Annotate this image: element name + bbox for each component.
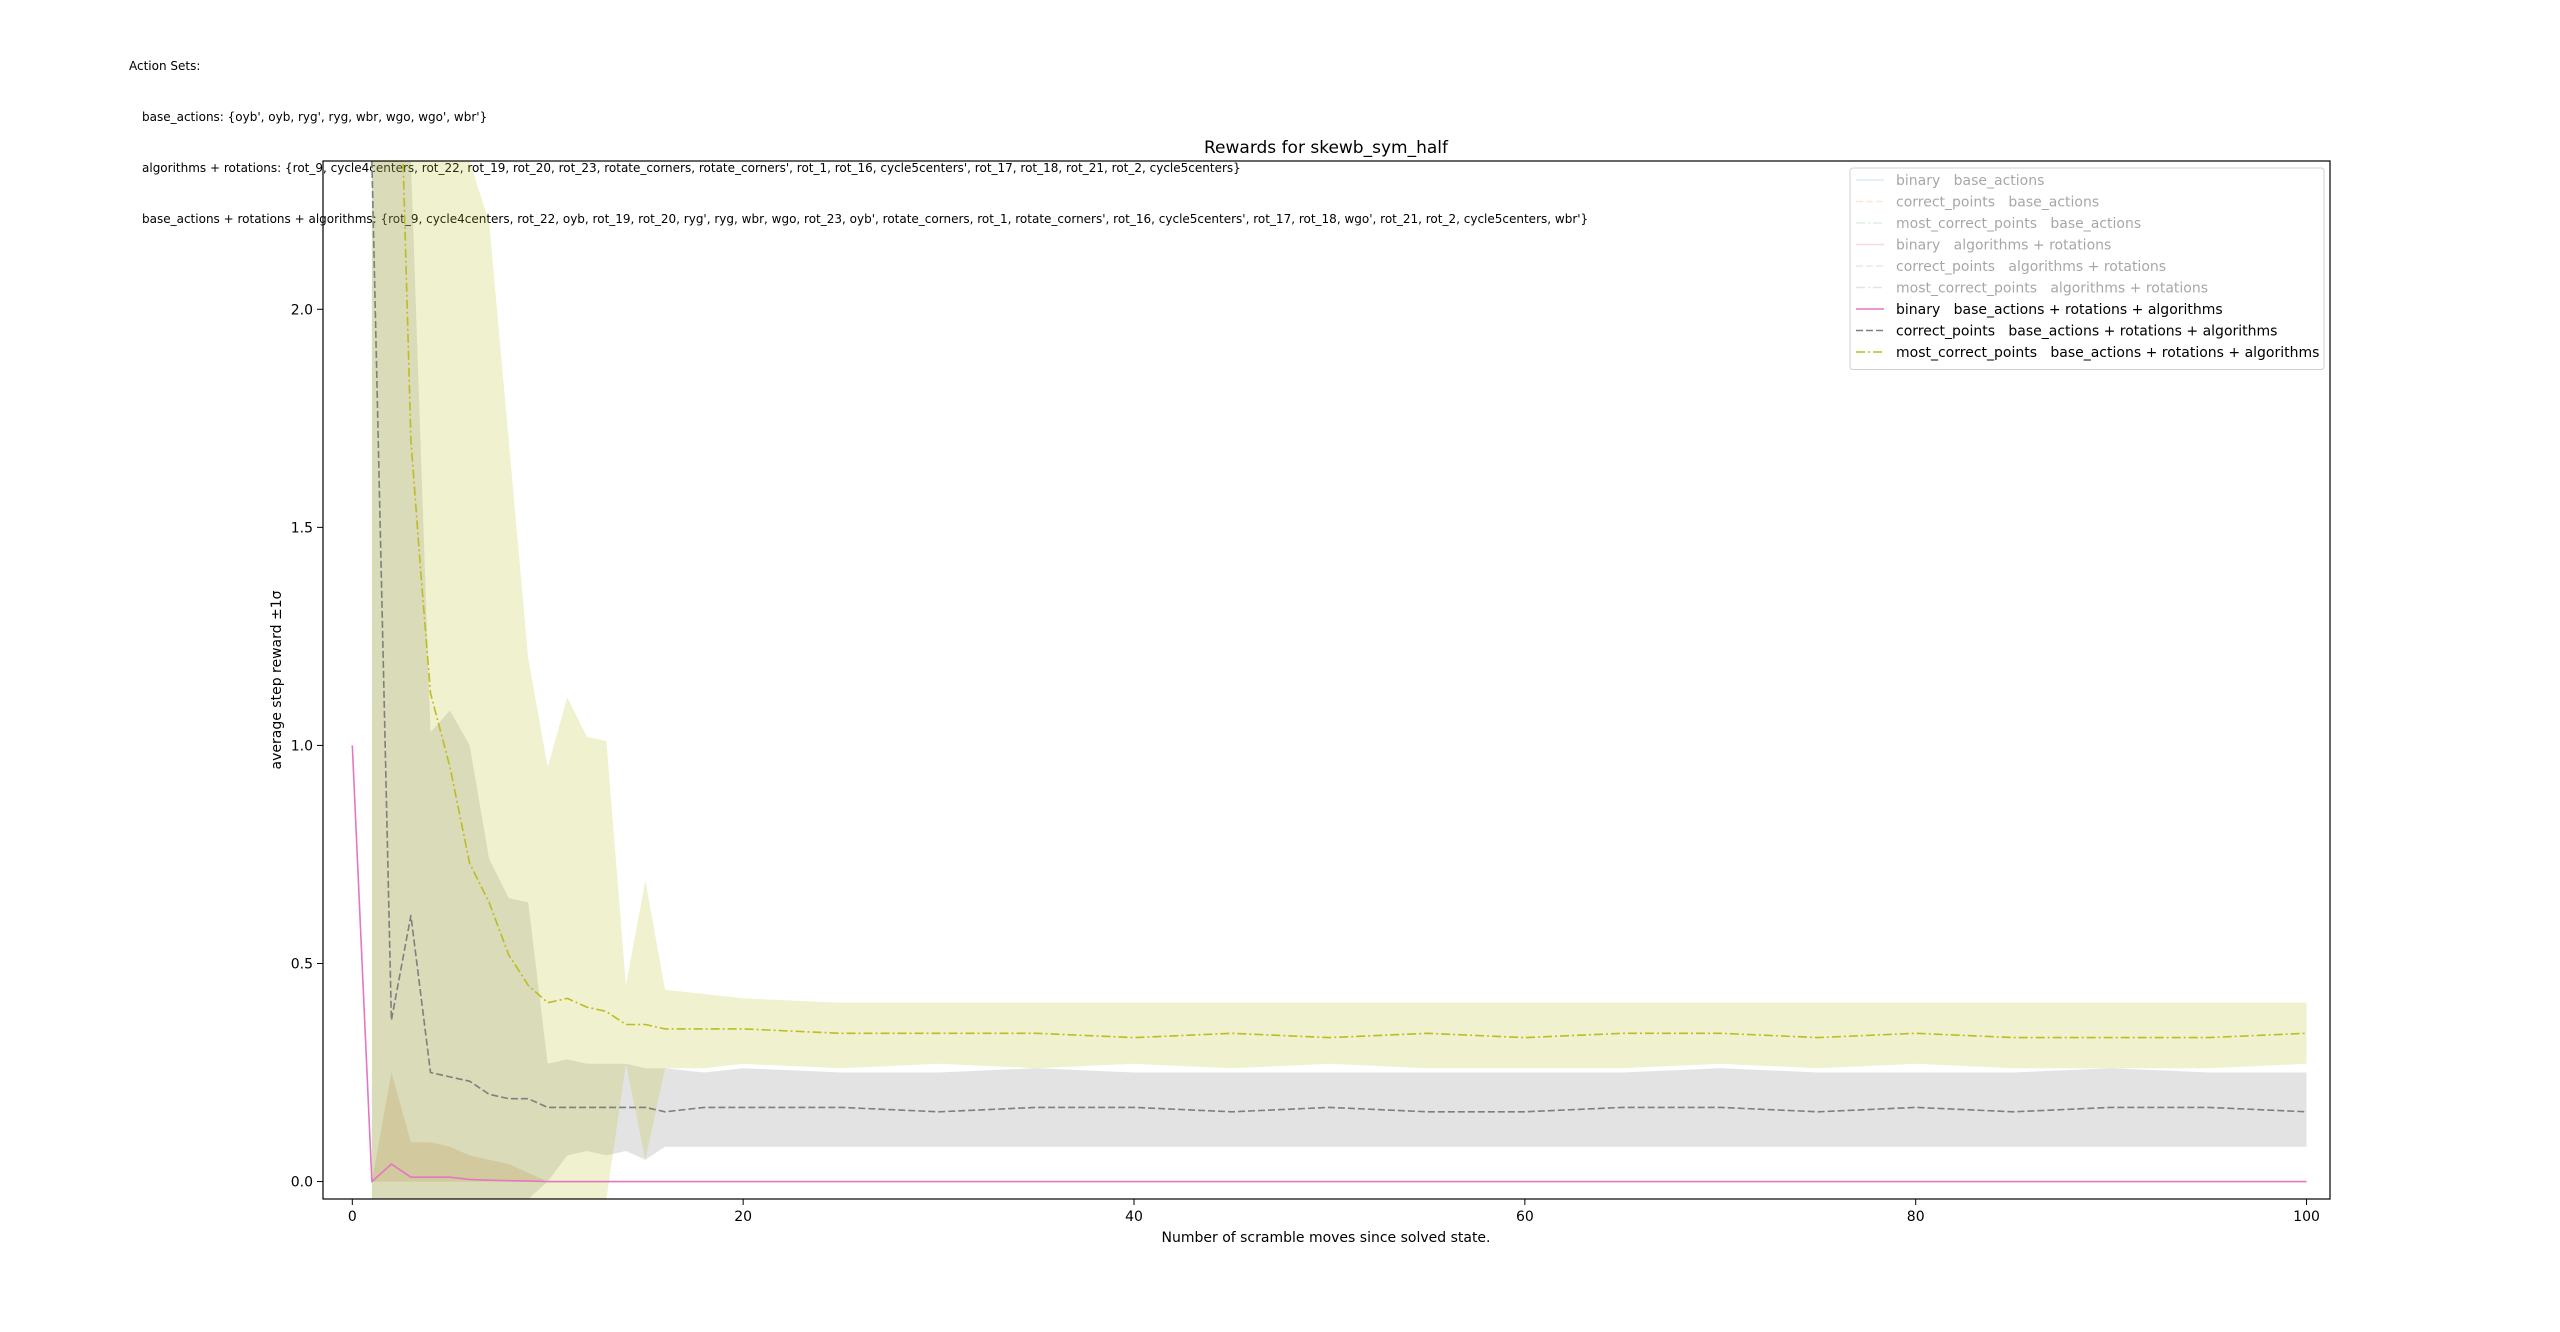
legend-entry: correct_points algorithms + rotations [1856,259,2166,275]
legend-label: correct_points algorithms + rotations [1896,259,2166,275]
std-bands [352,161,2307,1199]
y-tick-label: 1.5 [291,520,313,536]
action-sets-title: Action Sets: [129,59,201,73]
legend-entry: correct_points base_actions [1856,195,2099,211]
series-lines [351,161,2307,1183]
x-tick-label: 0 [348,1209,357,1225]
y-axis: 0.0 0.5 1.0 1.5 2.0 [291,302,323,1191]
series-line-8 [371,161,2307,1039]
legend: binary base_actions correct_points base_a… [1849,167,2325,370]
legend-label: binary algorithms + rotations [1896,238,2111,254]
x-tick-label: 40 [1125,1209,1143,1225]
legend-entry: binary algorithms + rotations [1856,238,2111,254]
y-tick-label: 0.5 [291,956,313,972]
legend-box [1849,167,2325,370]
legend-label: correct_points base_actions [1896,195,2099,211]
legend-entry: binary base_actions + rotations + algori… [1856,302,2223,318]
plot-frame [322,160,2331,1200]
action-set-line-algorithms: algorithms + rotations: {rot_9, cycle4ce… [142,161,1241,175]
legend-label: binary base_actions + rotations + algori… [1896,302,2223,318]
legend-label: most_correct_points base_actions [1896,216,2141,232]
action-set-line-combined: base_actions + rotations + algorithms: {… [142,212,1589,226]
x-tick-label: 100 [2293,1209,2320,1225]
legend-entry: most_correct_points algorithms + rotatio… [1856,281,2208,297]
legend-label: correct_points base_actions + rotations … [1896,324,2277,340]
legend-entry: most_correct_points base_actions [1856,216,2141,232]
y-tick-label: 2.0 [291,302,313,318]
legend-label: binary base_actions [1896,173,2044,189]
legend-label: most_correct_points algorithms + rotatio… [1896,281,2208,297]
x-tick-label: 80 [1907,1209,1925,1225]
y-tick-label: 0.0 [291,1175,313,1191]
series-line-7 [371,161,2307,1113]
legend-entry: correct_points base_actions + rotations … [1856,324,2277,340]
x-axis-label: Number of scramble moves since solved st… [1162,1230,1491,1246]
action-set-line-base: base_actions: {oyb', oyb, ryg', ryg, wbr… [142,110,488,124]
legend-label: most_correct_points base_actions + rotat… [1896,345,2319,361]
x-tick-label: 60 [1516,1209,1534,1225]
legend-entry: binary base_actions [1856,173,2044,189]
chart-title: Rewards for skewb_sym_half [1204,138,1449,158]
y-axis-label: average step reward ±1σ [269,590,285,769]
y-tick-label: 1.0 [291,738,313,754]
x-axis: 0 20 40 60 80 100 [348,1199,2320,1225]
x-tick-label: 20 [734,1209,752,1225]
action-sets-header: Action Sets: base_actions: {oyb', oyb, r… [129,24,1588,245]
std-band-series-7 [371,161,2307,1199]
series-line-6 [351,745,2307,1183]
std-band-series-8 [371,161,2307,1199]
legend-entry: most_correct_points base_actions + rotat… [1856,345,2319,361]
